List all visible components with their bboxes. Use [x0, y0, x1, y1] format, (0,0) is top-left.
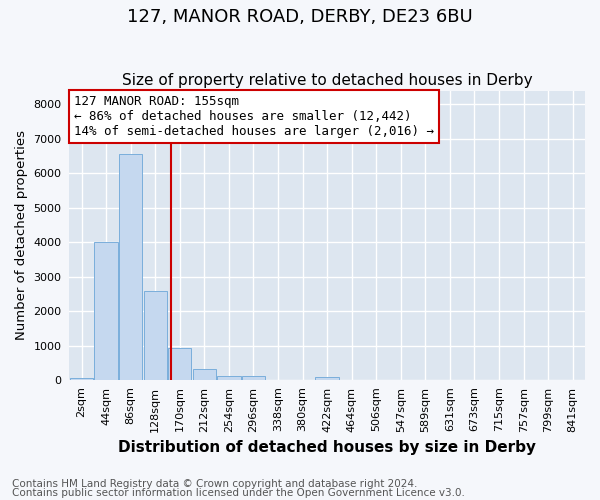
X-axis label: Distribution of detached houses by size in Derby: Distribution of detached houses by size …: [118, 440, 536, 455]
Bar: [316, 377, 339, 380]
Bar: [193, 369, 216, 380]
Text: Contains public sector information licensed under the Open Government Licence v3: Contains public sector information licen…: [12, 488, 465, 498]
Bar: [143, 290, 167, 380]
Bar: [70, 378, 93, 380]
Bar: [119, 154, 142, 380]
Y-axis label: Number of detached properties: Number of detached properties: [15, 130, 28, 340]
Bar: [94, 242, 118, 380]
Text: Contains HM Land Registry data © Crown copyright and database right 2024.: Contains HM Land Registry data © Crown c…: [12, 479, 418, 489]
Title: Size of property relative to detached houses in Derby: Size of property relative to detached ho…: [122, 73, 532, 88]
Bar: [242, 376, 265, 380]
Text: 127 MANOR ROAD: 155sqm
← 86% of detached houses are smaller (12,442)
14% of semi: 127 MANOR ROAD: 155sqm ← 86% of detached…: [74, 95, 434, 138]
Text: 127, MANOR ROAD, DERBY, DE23 6BU: 127, MANOR ROAD, DERBY, DE23 6BU: [127, 8, 473, 26]
Bar: [168, 348, 191, 380]
Bar: [217, 376, 241, 380]
